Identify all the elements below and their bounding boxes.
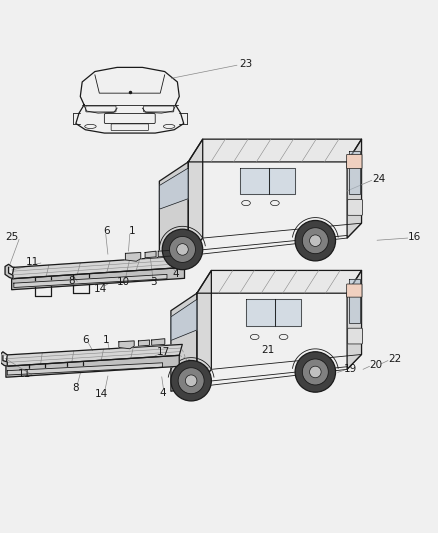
FancyBboxPatch shape	[347, 199, 362, 215]
Text: 11: 11	[26, 257, 39, 267]
Circle shape	[177, 244, 188, 255]
Polygon shape	[12, 255, 188, 279]
Polygon shape	[274, 300, 300, 326]
Circle shape	[162, 229, 202, 270]
Text: 4: 4	[172, 269, 179, 279]
Polygon shape	[245, 300, 274, 326]
Text: 23: 23	[239, 59, 252, 69]
Text: 1: 1	[103, 335, 110, 345]
Polygon shape	[188, 139, 202, 255]
Text: 22: 22	[387, 354, 400, 364]
Polygon shape	[119, 341, 134, 349]
Circle shape	[170, 360, 211, 401]
Text: 16: 16	[407, 232, 420, 242]
Polygon shape	[346, 139, 361, 238]
Circle shape	[309, 366, 320, 378]
Text: 17: 17	[156, 348, 170, 357]
Polygon shape	[1, 352, 7, 366]
Polygon shape	[268, 168, 294, 195]
Polygon shape	[6, 344, 182, 366]
Text: 3: 3	[149, 277, 156, 287]
Polygon shape	[151, 338, 164, 345]
Text: 20: 20	[369, 360, 382, 370]
Polygon shape	[348, 279, 359, 323]
Circle shape	[178, 368, 204, 394]
Polygon shape	[6, 356, 179, 377]
Circle shape	[309, 235, 320, 246]
Polygon shape	[125, 253, 141, 261]
Text: 24: 24	[372, 174, 385, 184]
Polygon shape	[158, 251, 171, 257]
Circle shape	[302, 228, 328, 254]
Text: 11: 11	[18, 369, 31, 379]
Polygon shape	[145, 251, 155, 258]
Polygon shape	[12, 268, 184, 290]
Polygon shape	[170, 293, 197, 391]
Text: 4: 4	[159, 387, 166, 398]
Text: 6: 6	[82, 335, 89, 345]
Polygon shape	[159, 168, 188, 209]
Polygon shape	[14, 274, 166, 287]
Polygon shape	[188, 139, 361, 162]
Polygon shape	[159, 162, 188, 264]
FancyBboxPatch shape	[346, 284, 361, 297]
Polygon shape	[197, 270, 361, 293]
Polygon shape	[5, 264, 13, 279]
FancyBboxPatch shape	[346, 155, 361, 168]
Text: 10: 10	[117, 277, 130, 287]
FancyBboxPatch shape	[347, 328, 362, 344]
Circle shape	[294, 221, 335, 261]
Polygon shape	[348, 150, 359, 195]
Circle shape	[185, 375, 197, 386]
Text: 14: 14	[95, 389, 108, 399]
Text: 25: 25	[5, 232, 18, 242]
Polygon shape	[346, 270, 361, 369]
Circle shape	[302, 359, 328, 385]
Circle shape	[169, 237, 195, 262]
Text: 21: 21	[261, 345, 274, 354]
Text: 19: 19	[343, 365, 357, 374]
Circle shape	[294, 352, 335, 392]
Polygon shape	[170, 300, 197, 341]
Polygon shape	[138, 340, 149, 346]
Text: 6: 6	[103, 225, 110, 236]
Polygon shape	[7, 363, 162, 375]
Text: 14: 14	[94, 284, 107, 294]
Polygon shape	[197, 270, 211, 387]
Text: 8: 8	[71, 383, 78, 393]
Polygon shape	[240, 168, 268, 195]
Text: 8: 8	[68, 276, 75, 286]
Text: 1: 1	[128, 225, 135, 236]
